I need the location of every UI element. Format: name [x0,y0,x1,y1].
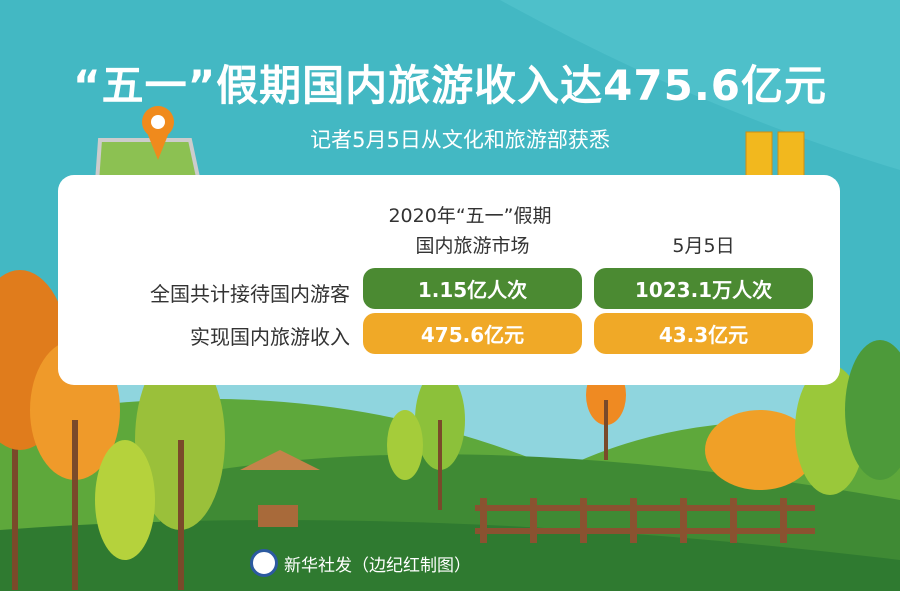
credit-text: 新华社发（边纪红制图） [284,555,471,576]
fence [475,498,815,543]
row-label-visitors: 全国共计接待国内游客 [150,282,350,306]
credit: 新华社发（边纪红制图） [250,549,471,577]
col1-header-line2: 国内旅游市场 [415,235,530,257]
revenue-holiday-value: 475.6亿元 [363,313,582,354]
visitors-holiday-value: 1.15亿人次 [363,268,582,309]
page-title: “五一”假期国内旅游收入达475.6亿元 [72,61,828,110]
trees [0,270,900,590]
well [240,450,320,527]
stats-card: 2020年“五一”假期 国内旅游市场 5月5日 全国共计接待国内游客 1.15亿… [58,175,840,385]
row-label-revenue: 实现国内旅游收入 [190,325,350,349]
col1-header-line1: 2020年“五一”假期 [388,205,552,227]
xinhua-logo-icon [250,549,278,577]
visitors-may5-value: 1023.1万人次 [594,268,813,309]
revenue-may5-value: 43.3亿元 [594,313,813,354]
col2-header: 5月5日 [672,235,735,257]
subtitle: 记者5月5日从文化和旅游部获悉 [310,128,610,152]
